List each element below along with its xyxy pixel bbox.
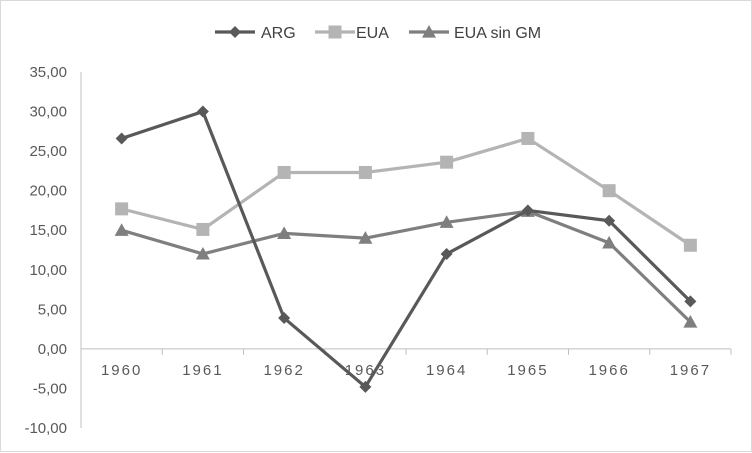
- x-tick-label: 1960: [101, 362, 142, 379]
- legend-label: EUA: [356, 25, 389, 42]
- data-point-eua-sin-gm: [195, 246, 210, 260]
- legend-marker: [328, 25, 342, 39]
- y-tick-label: -5,00: [33, 380, 67, 397]
- series-eua: [115, 131, 697, 252]
- data-point-arg: [440, 247, 453, 260]
- y-tick-label: 15,00: [29, 222, 67, 239]
- y-tick-label: 20,00: [29, 183, 67, 200]
- data-point-arg: [684, 295, 697, 308]
- series-line-eua: [121, 136, 692, 247]
- series-eua-sin-gm: [114, 204, 698, 328]
- data-point-eua: [521, 131, 535, 145]
- data-point-arg: [359, 380, 372, 393]
- data-point-arg: [521, 204, 534, 217]
- data-point-eua-sin-gm: [114, 223, 129, 236]
- x-axis: 1960 1961 1962 1963 1964 1965 1966 1967: [80, 348, 732, 379]
- data-point-eua-sin-gm: [439, 215, 454, 228]
- legend-label: ARG: [261, 25, 296, 42]
- legend-marker: [422, 25, 436, 38]
- x-tick-label: 1967: [670, 362, 711, 379]
- legend-marker: [229, 26, 241, 38]
- data-point-eua-sin-gm: [602, 235, 617, 249]
- y-tick-label: 10,00: [29, 262, 67, 279]
- data-point-arg: [196, 105, 209, 118]
- y-tick-label: 30,00: [29, 104, 67, 121]
- legend-label: EUA sin GM: [454, 25, 541, 42]
- data-point-eua: [277, 165, 291, 179]
- data-point-eua-sin-gm: [277, 226, 292, 239]
- data-point-eua: [115, 202, 129, 216]
- series-layer: [114, 105, 698, 393]
- y-tick-label: 35,00: [29, 64, 67, 81]
- data-point-eua: [358, 165, 372, 179]
- x-tick-label: 1962: [263, 362, 304, 379]
- data-point-eua: [196, 222, 210, 236]
- x-tick-label: 1965: [507, 362, 548, 379]
- legend-item-arg: ARG: [215, 25, 296, 42]
- data-point-eua: [683, 238, 697, 252]
- y-tick-label: 0,00: [38, 341, 67, 358]
- data-point-eua-sin-gm: [358, 231, 373, 244]
- y-tick-label: -10,00: [24, 420, 67, 437]
- x-tick-label: 1966: [588, 362, 629, 379]
- legend-item-eua-sin-gm: EUA sin GM: [409, 25, 541, 42]
- legend: ARG EUA EUA sin GM: [215, 25, 541, 42]
- data-point-eua-sin-gm: [683, 314, 698, 328]
- data-point-arg: [603, 214, 616, 227]
- x-tick-label: 1961: [182, 362, 223, 379]
- x-tick-label: 1964: [426, 362, 467, 379]
- series-arg: [115, 105, 697, 393]
- data-point-arg: [115, 132, 128, 145]
- data-point-eua: [440, 155, 454, 169]
- y-tick-label: 5,00: [38, 301, 67, 318]
- y-tick-label: 25,00: [29, 143, 67, 160]
- series-line-arg: [121, 109, 692, 389]
- series-line-eua-sin-gm: [121, 209, 692, 324]
- data-point-arg: [278, 312, 291, 325]
- y-axis: -10,00 -5,00 0,00 5,00 10,00 15,00 20,00 25,00 3…: [24, 64, 82, 437]
- data-point-eua: [602, 184, 616, 198]
- legend-item-eua: EUA: [315, 25, 389, 42]
